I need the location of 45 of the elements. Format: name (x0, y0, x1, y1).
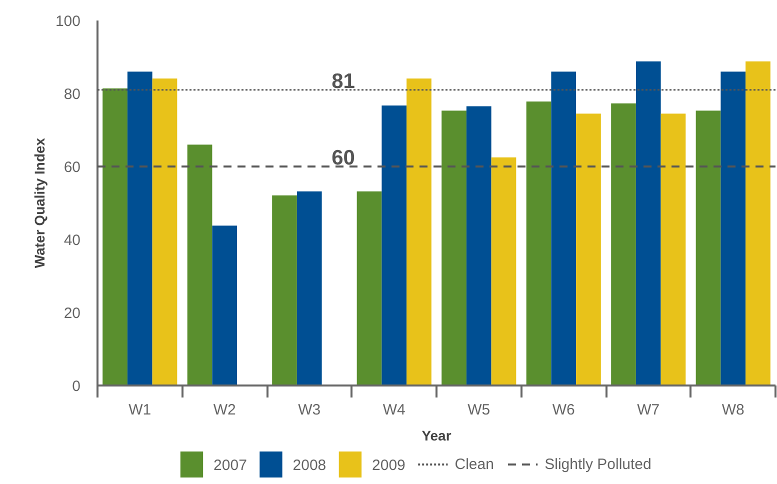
x-tick-label: W2 (213, 402, 236, 418)
bar (660, 114, 686, 386)
bar (187, 144, 212, 386)
x-tick-label: W1 (128, 402, 152, 418)
bar (272, 195, 297, 386)
bar (611, 103, 636, 386)
bar (152, 78, 178, 386)
bar (491, 157, 516, 386)
y-axis-title: Water Quality Index (31, 138, 48, 268)
legend-label: Clean (454, 456, 494, 473)
bar (442, 110, 466, 386)
bar (212, 226, 238, 386)
bar (576, 114, 601, 386)
x-axis-title: Year (422, 428, 452, 444)
x-tick-label: W4 (382, 402, 406, 418)
legend-label: 2009 (372, 457, 406, 474)
bar (127, 72, 152, 386)
bar (720, 72, 746, 386)
bar (382, 106, 407, 386)
bar (636, 61, 661, 386)
y-tick-label: 0 (72, 378, 80, 395)
bar (526, 102, 552, 386)
y-tick-label: 20 (64, 305, 81, 322)
y-tick-label: 80 (64, 86, 81, 103)
x-tick-label: W3 (298, 402, 321, 418)
legend-label: 2008 (292, 457, 326, 474)
y-tick-label: 40 (64, 232, 81, 249)
bar (356, 191, 382, 386)
x-tick-label: W6 (552, 402, 575, 418)
bar (466, 106, 492, 386)
x-tick-label: W8 (722, 402, 744, 418)
y-tick-label: 60 (64, 159, 81, 176)
bar (296, 191, 322, 386)
annotation: 60 (332, 146, 355, 170)
legend-label: Slightly Polluted (544, 456, 652, 473)
annotation: 81 (332, 70, 356, 93)
y-tick-label: 100 (55, 13, 81, 30)
bar (102, 88, 128, 386)
bar (406, 78, 432, 386)
bar (551, 72, 576, 386)
x-tick-label: W5 (468, 402, 490, 418)
legend-label: 2007 (214, 457, 247, 474)
bar (696, 110, 721, 386)
bar (746, 61, 770, 386)
x-tick-label: W7 (637, 402, 660, 418)
